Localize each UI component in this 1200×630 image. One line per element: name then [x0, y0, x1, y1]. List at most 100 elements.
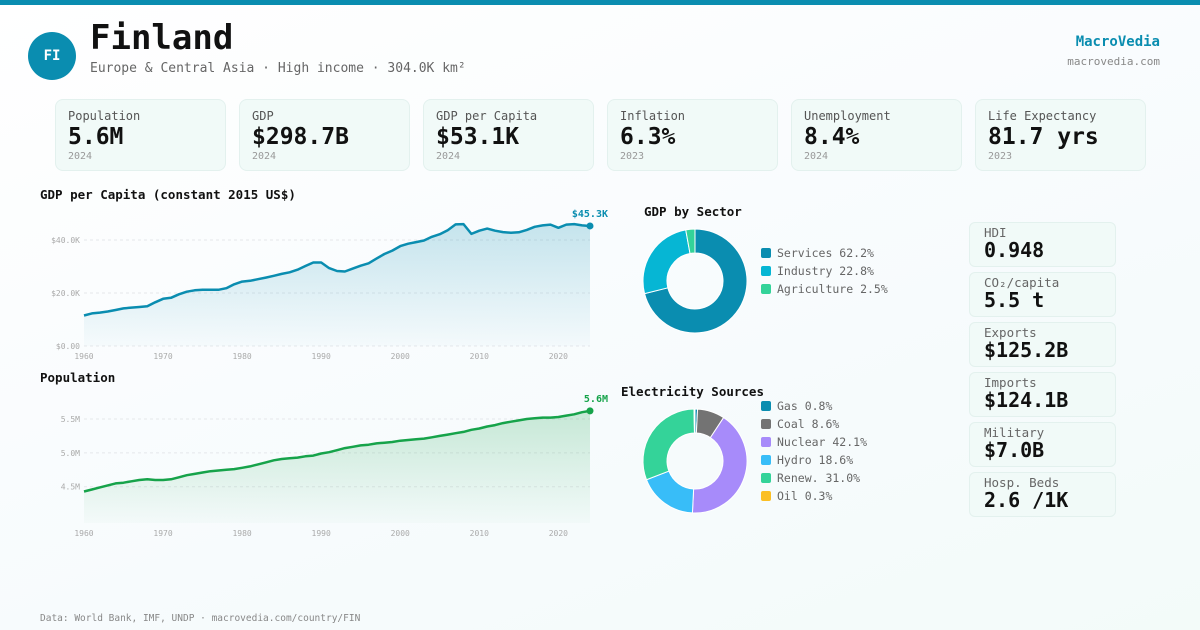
population-chart-title: Population — [40, 370, 116, 385]
stat-value: $53.1K — [436, 124, 520, 150]
x-tick-label: 1980 — [232, 352, 251, 361]
side-card-hdi: HDI 0.948 — [969, 222, 1116, 267]
side-label: HDI — [984, 225, 1007, 240]
stat-year: 2024 — [252, 151, 277, 162]
x-tick-label: 1990 — [312, 529, 331, 538]
legend-swatch — [761, 284, 771, 294]
endpoint-label: 5.6M — [584, 394, 608, 405]
side-value: 0.948 — [984, 238, 1045, 262]
page-title: Finland — [90, 18, 234, 58]
brand-url[interactable]: macrovedia.com — [1067, 55, 1160, 68]
stat-value: 6.3% — [620, 124, 676, 150]
y-tick-label: $20.0K — [51, 289, 80, 298]
stat-year: 2024 — [436, 151, 461, 162]
side-value: $7.0B — [984, 438, 1045, 462]
endpoint-dot — [586, 222, 594, 230]
stat-label: GDP — [252, 109, 274, 123]
side-label: Imports — [984, 375, 1037, 390]
stat-card-gdp-per-capita: GDP per Capita $53.1K 2024 — [423, 99, 594, 171]
electricity-sources-title: Electricity Sources — [621, 384, 764, 399]
gdp-by-sector-title: GDP by Sector — [644, 204, 742, 219]
page-subtitle: Europe & Central Asia · High income · 30… — [90, 61, 466, 76]
y-tick-label: 5.5M — [61, 415, 80, 424]
population-chart: 4.5M 5.0M 5.5M 1960 1970 1980 1990 2000 2010 2020… — [61, 394, 608, 538]
legend-item: Industry 22.8% — [761, 262, 888, 280]
stat-card-unemployment: Unemployment 8.4% 2024 — [791, 99, 962, 171]
x-tick-label: 2000 — [391, 529, 410, 538]
legend-item: Coal 8.6% — [761, 415, 867, 433]
x-tick-label: 2020 — [549, 352, 568, 361]
legend-swatch — [761, 419, 771, 429]
legend-label: Services 62.2% — [777, 246, 874, 260]
legend-swatch — [761, 473, 771, 483]
legend-item: Gas 0.8% — [761, 397, 867, 415]
gdp-by-sector-donut — [642, 228, 748, 334]
x-tick-label: 1970 — [153, 529, 172, 538]
legend-label: Coal 8.6% — [777, 417, 840, 431]
x-tick-label: 2020 — [549, 529, 568, 538]
side-label: Hosp. Beds — [984, 475, 1060, 490]
x-tick-label: 1970 — [153, 352, 172, 361]
gdp-by-sector-legend: Services 62.2% Industry 22.8% Agriculture … — [761, 244, 888, 298]
x-tick-label: 2010 — [470, 529, 489, 538]
donut-slice-nuclear — [691, 416, 748, 514]
legend-swatch — [761, 491, 771, 501]
stat-value: $298.7B — [252, 124, 349, 150]
x-tick-label: 1990 — [312, 352, 331, 361]
legend-swatch — [761, 248, 771, 258]
stat-value: 5.6M — [68, 124, 124, 150]
side-label: CO₂/capita — [984, 275, 1060, 290]
donut-slice-agriculture — [685, 228, 696, 255]
legend-item: Agriculture 2.5% — [761, 280, 888, 298]
legend-label: Nuclear 42.1% — [777, 435, 868, 449]
x-tick-label: 2010 — [470, 352, 489, 361]
side-label: Exports — [984, 325, 1037, 340]
endpoint-label: $45.3K — [572, 209, 608, 220]
stat-card-life-expectancy: Life Expectancy 81.7 yrs 2023 — [975, 99, 1146, 171]
legend-label: Renew. 31.0% — [777, 471, 861, 485]
stat-value: 8.4% — [804, 124, 860, 150]
legend-label: Agriculture 2.5% — [777, 282, 888, 296]
stat-year: 2024 — [68, 151, 93, 162]
electricity-sources-donut — [642, 408, 748, 514]
stat-card-population: Population 5.6M 2024 — [55, 99, 226, 171]
x-tick-label: 1980 — [232, 529, 251, 538]
legend-label: Hydro 18.6% — [777, 453, 854, 467]
x-tick-label: 1960 — [74, 529, 93, 538]
legend-swatch — [761, 437, 771, 447]
legend-item: Renew. 31.0% — [761, 469, 867, 487]
stat-label: GDP per Capita — [436, 109, 538, 123]
side-value: 2.6 /1K — [984, 488, 1069, 512]
side-card-co2: CO₂/capita 5.5 t — [969, 272, 1116, 317]
stat-label: Unemployment — [804, 109, 891, 123]
stat-label: Inflation — [620, 109, 686, 123]
legend-swatch — [761, 401, 771, 411]
stat-label: Life Expectancy — [988, 109, 1097, 123]
series-line — [83, 409, 591, 493]
y-tick-label: 4.5M — [61, 483, 80, 492]
stat-label: Population — [68, 109, 141, 123]
donut-slice-industry — [642, 229, 691, 295]
donut-slice-oil — [693, 408, 696, 434]
legend-label: Industry 22.8% — [777, 264, 874, 278]
legend-label: Oil 0.3% — [777, 489, 833, 503]
y-tick-label: 5.0M — [61, 449, 80, 458]
top-accent-bar — [0, 0, 1200, 5]
area-fill — [84, 224, 590, 346]
legend-item: Oil 0.3% — [761, 487, 867, 505]
gdp-per-capita-chart-title: GDP per Capita (constant 2015 US$) — [40, 187, 296, 202]
series-line — [83, 222, 591, 317]
legend-swatch — [761, 266, 771, 276]
stat-card-inflation: Inflation 6.3% 2023 — [607, 99, 778, 171]
donut-slice-renew — [642, 408, 695, 481]
legend-item: Hydro 18.6% — [761, 451, 867, 469]
stat-value: 81.7 yrs — [988, 124, 1099, 150]
brand-logo[interactable]: MacroVedia — [1075, 34, 1160, 50]
y-tick-label: $0.00 — [56, 342, 80, 351]
side-card-hospital-beds: Hosp. Beds 2.6 /1K — [969, 472, 1116, 517]
endpoint-dot — [586, 407, 594, 415]
legend-item: Nuclear 42.1% — [761, 433, 867, 451]
footer-source: Data: World Bank, IMF, UNDP · macrovedia… — [40, 613, 361, 624]
side-value: $124.1B — [984, 388, 1069, 412]
y-tick-label: $40.0K — [51, 236, 80, 245]
